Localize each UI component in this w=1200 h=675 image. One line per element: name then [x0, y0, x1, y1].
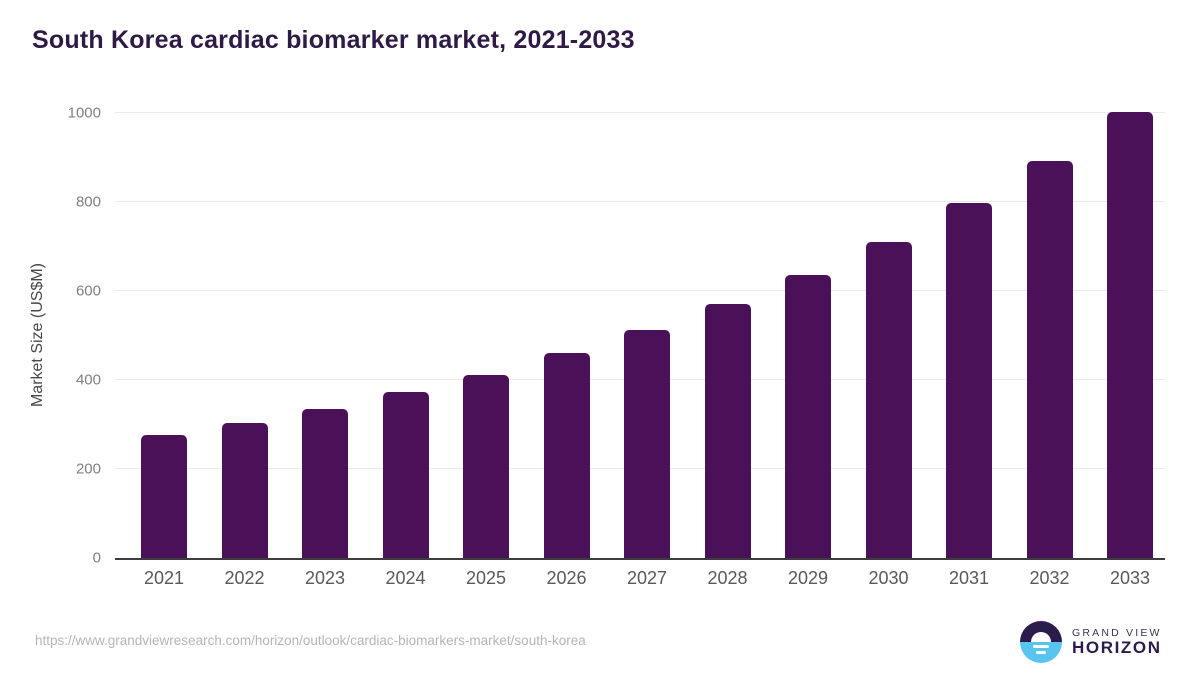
logo-brand-line2: HORIZON [1072, 637, 1162, 657]
x-axis-labels: 2021 2022 2023 2024 2025 2026 2027 2028 2029 2030… [115, 568, 1165, 589]
gridline-600: 600 [76, 282, 1165, 299]
bar-2033[interactable] [1107, 111, 1153, 558]
sun-reflection-line [1036, 651, 1046, 654]
logo-brand-line1: GRAND VIEW [1072, 626, 1162, 639]
grandview-horizon-logo: GRAND VIEW HORIZON [1020, 621, 1162, 663]
gridline-800: 800 [76, 193, 1165, 210]
bar-2026[interactable] [543, 353, 590, 558]
y-tick-label-200: 200 [75, 460, 101, 477]
bar-2022[interactable] [221, 422, 268, 558]
x-tick-label-2027: 2027 [626, 568, 668, 588]
gridline-1000: 1000 [68, 104, 1165, 121]
plot-area: 0 200 400 600 800 1000 [68, 104, 1165, 566]
bar-2023[interactable] [302, 409, 348, 558]
y-tick-label-600: 600 [75, 282, 101, 299]
y-tick-label-1000: 1000 [67, 104, 101, 121]
x-tick-label-2026: 2026 [546, 568, 587, 588]
x-tick-label-2024: 2024 [385, 568, 426, 588]
bar-2021[interactable] [141, 435, 187, 558]
x-tick-label-2028: 2028 [707, 568, 748, 588]
bar-2030[interactable] [865, 241, 912, 558]
x-tick-label-2023: 2023 [304, 568, 346, 588]
source-url[interactable]: https://www.grandviewresearch.com/horizo… [35, 633, 586, 648]
bar-2025[interactable] [463, 374, 509, 558]
horizon-sun-icon [1020, 621, 1062, 663]
x-tick-label-2032: 2032 [1029, 568, 1070, 588]
chart-title: South Korea cardiac biomarker market, 20… [32, 26, 635, 54]
sun-shape [1031, 632, 1051, 642]
x-tick-label-2030: 2030 [868, 568, 909, 588]
bar-2028[interactable] [704, 304, 751, 558]
x-tick-label-2021: 2021 [143, 568, 185, 588]
bar-2027[interactable] [624, 329, 670, 558]
y-tick-label-0: 0 [92, 549, 101, 566]
bar-2024[interactable] [382, 392, 429, 558]
bar-2032[interactable] [1026, 160, 1073, 558]
gridline-0: 0 [93, 549, 1165, 566]
y-axis-title: Market Size (US$M) [29, 262, 46, 408]
x-tick-label-2022: 2022 [224, 568, 265, 588]
x-tick-label-2031: 2031 [948, 568, 990, 588]
x-tick-label-2033: 2033 [1109, 568, 1151, 588]
bars-layer [115, 111, 1165, 558]
logo-wordmark: GRAND VIEW HORIZON [1072, 627, 1162, 658]
bar-2031[interactable] [946, 203, 992, 558]
y-tick-label-400: 400 [75, 371, 101, 388]
x-tick-label-2029: 2029 [787, 568, 829, 588]
sun-reflection-line [1033, 645, 1049, 648]
y-tick-label-800: 800 [75, 193, 101, 210]
x-tick-label-2025: 2025 [465, 568, 507, 588]
bar-2029[interactable] [785, 275, 831, 558]
